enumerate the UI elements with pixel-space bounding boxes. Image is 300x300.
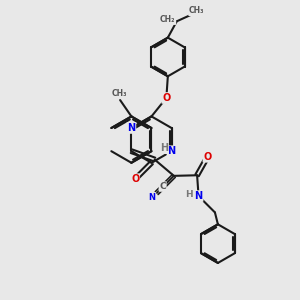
Text: CH₃: CH₃ — [112, 89, 127, 98]
Text: N: N — [149, 193, 156, 202]
Text: O: O — [131, 174, 139, 184]
Text: H: H — [160, 143, 168, 153]
Text: N: N — [167, 146, 175, 156]
Text: C: C — [159, 182, 166, 191]
Text: CH₃: CH₃ — [189, 6, 204, 15]
Text: H: H — [185, 190, 193, 199]
Text: N: N — [127, 123, 136, 133]
Text: O: O — [162, 93, 170, 103]
Text: CH₂: CH₂ — [160, 15, 176, 24]
Text: O: O — [203, 152, 211, 162]
Text: N: N — [194, 191, 202, 201]
